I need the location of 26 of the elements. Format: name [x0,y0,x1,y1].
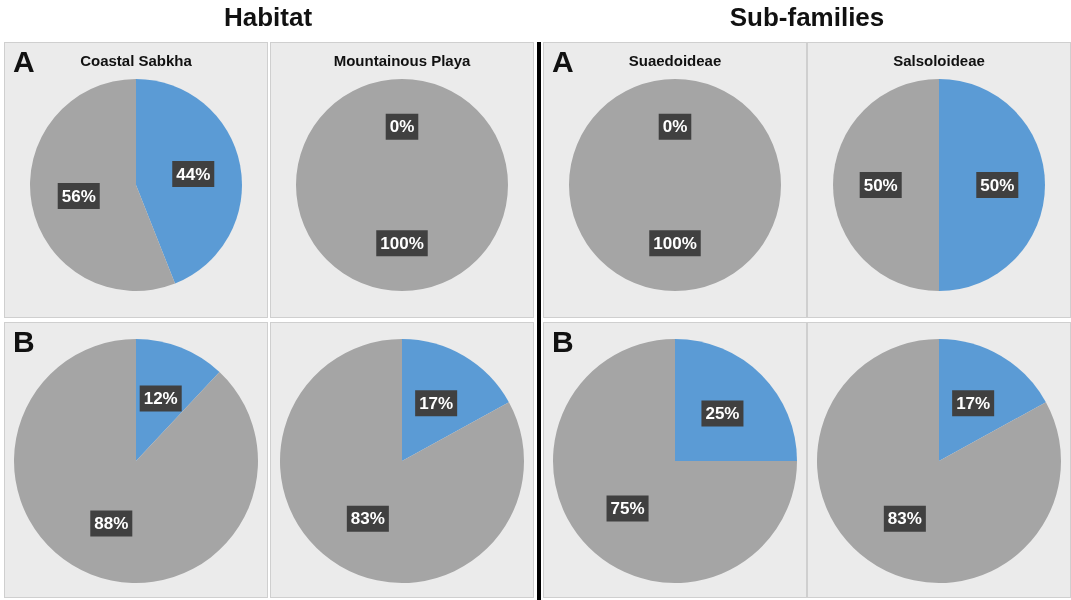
text: B [13,325,35,359]
data-label: 50% [863,175,898,195]
data-label: 88% [94,514,129,534]
data-label: 50% [980,175,1015,195]
text: A [13,45,35,79]
text: Sub-families [728,2,886,34]
chart-title: Coastal Sabkha [80,52,193,70]
data-label: 12% [143,389,178,409]
chart-title: Mountainous Playa [333,52,471,70]
data-label: 83% [350,509,385,529]
data-label: 83% [887,509,922,529]
data-label: 17% [956,393,991,413]
data-label: 56% [61,186,96,206]
chart-title: Suaedoideae [628,52,722,70]
chart-title: Salsoloideae [893,52,985,70]
data-label: 17% [419,393,454,413]
text: A [552,45,574,79]
data-label: 100% [653,233,697,253]
text: 0% [389,117,415,137]
text: Habitat [222,2,314,34]
text: B [552,325,574,359]
data-label: 44% [176,164,211,184]
data-label: 100% [380,233,424,253]
data-label: 25% [705,404,740,424]
data-label: 75% [610,499,645,519]
text: 0% [662,117,688,137]
